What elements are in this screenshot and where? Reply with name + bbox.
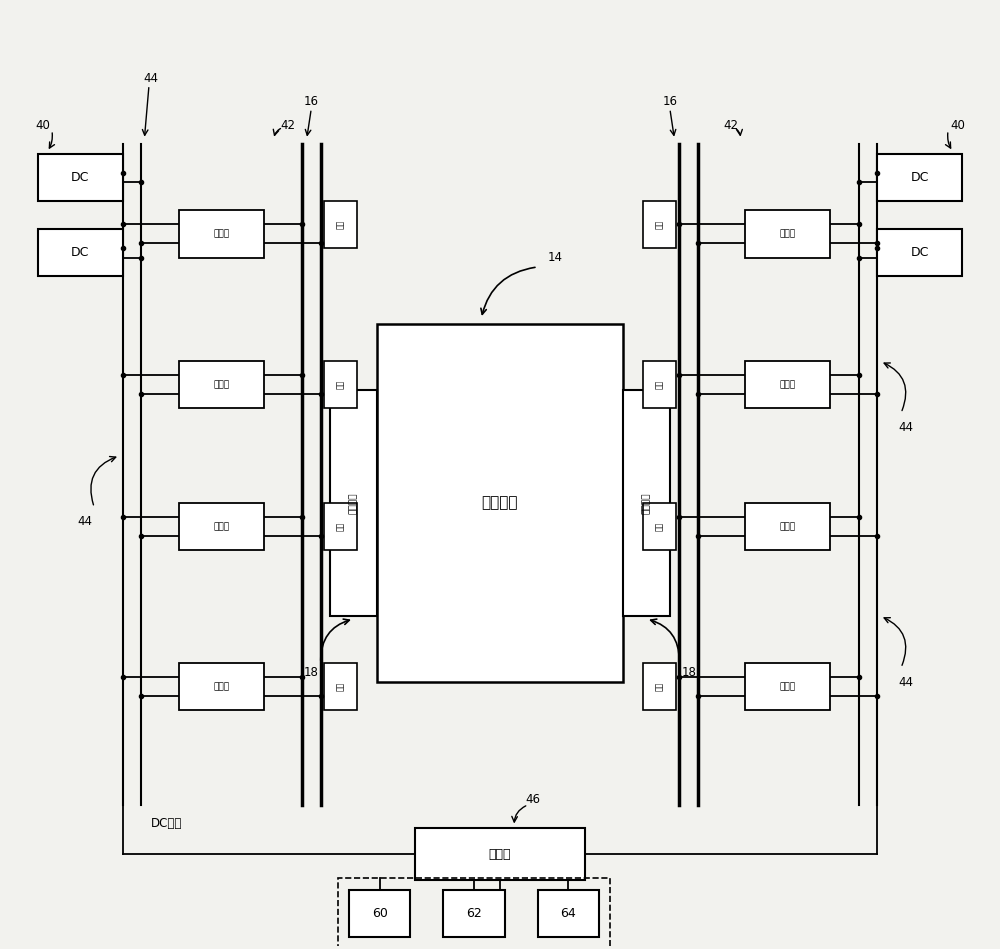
Text: 16: 16: [304, 95, 319, 108]
Text: 44: 44: [77, 515, 92, 529]
Text: 定子: 定子: [336, 682, 345, 692]
Text: 40: 40: [950, 119, 965, 132]
FancyBboxPatch shape: [330, 390, 377, 616]
FancyBboxPatch shape: [745, 663, 830, 711]
FancyBboxPatch shape: [324, 503, 357, 550]
FancyBboxPatch shape: [538, 889, 599, 937]
Text: 42: 42: [280, 119, 295, 132]
Text: 磁体阵列: 磁体阵列: [642, 492, 651, 513]
Text: 44: 44: [143, 72, 158, 84]
FancyBboxPatch shape: [179, 211, 264, 257]
Text: 40: 40: [35, 119, 50, 132]
FancyBboxPatch shape: [443, 889, 505, 937]
Text: 定子: 定子: [655, 381, 664, 389]
FancyBboxPatch shape: [324, 663, 357, 711]
Text: DC母线: DC母线: [151, 817, 182, 830]
Text: 62: 62: [466, 906, 482, 920]
FancyBboxPatch shape: [377, 324, 623, 682]
Text: 驱动器: 驱动器: [214, 522, 230, 530]
FancyBboxPatch shape: [415, 828, 585, 880]
FancyBboxPatch shape: [179, 503, 264, 550]
FancyBboxPatch shape: [179, 362, 264, 408]
FancyBboxPatch shape: [324, 362, 357, 408]
Text: DC: DC: [911, 247, 929, 259]
Text: 驱动器: 驱动器: [780, 522, 796, 530]
Text: 64: 64: [561, 906, 576, 920]
FancyBboxPatch shape: [643, 663, 676, 711]
Text: 驱动器: 驱动器: [214, 682, 230, 691]
Text: 定子: 定子: [655, 522, 664, 531]
FancyBboxPatch shape: [643, 201, 676, 248]
FancyBboxPatch shape: [38, 230, 123, 276]
FancyBboxPatch shape: [877, 230, 962, 276]
FancyBboxPatch shape: [324, 201, 357, 248]
Text: 18: 18: [304, 666, 319, 679]
FancyBboxPatch shape: [745, 211, 830, 257]
FancyBboxPatch shape: [745, 362, 830, 408]
FancyBboxPatch shape: [643, 362, 676, 408]
Text: DC: DC: [911, 171, 929, 184]
Text: 44: 44: [898, 676, 913, 689]
FancyBboxPatch shape: [877, 154, 962, 201]
Text: 46: 46: [526, 793, 541, 807]
Text: 14: 14: [547, 251, 562, 264]
Text: 定子: 定子: [336, 522, 345, 531]
Text: 驱动器: 驱动器: [780, 230, 796, 238]
Text: 电梯轿厢: 电梯轿厢: [482, 495, 518, 511]
Text: 驱动器: 驱动器: [780, 682, 796, 691]
FancyBboxPatch shape: [38, 154, 123, 201]
FancyBboxPatch shape: [179, 663, 264, 711]
Text: 磁体阵列: 磁体阵列: [349, 492, 358, 513]
Text: 16: 16: [662, 95, 677, 108]
Text: 驱动器: 驱动器: [214, 381, 230, 389]
Text: 42: 42: [724, 119, 739, 132]
Text: 18: 18: [681, 666, 696, 679]
FancyBboxPatch shape: [623, 390, 670, 616]
Text: 44: 44: [898, 420, 913, 434]
Text: 定子: 定子: [336, 220, 345, 229]
Text: 控制器: 控制器: [489, 847, 511, 861]
Text: 驱动器: 驱动器: [780, 381, 796, 389]
FancyBboxPatch shape: [349, 889, 410, 937]
Text: 定子: 定子: [655, 682, 664, 692]
Text: 驱动器: 驱动器: [214, 230, 230, 238]
Text: DC: DC: [71, 247, 89, 259]
Text: DC: DC: [71, 171, 89, 184]
Text: 定子: 定子: [655, 220, 664, 229]
Text: 定子: 定子: [336, 381, 345, 389]
Text: 60: 60: [372, 906, 388, 920]
FancyBboxPatch shape: [643, 503, 676, 550]
FancyBboxPatch shape: [745, 503, 830, 550]
